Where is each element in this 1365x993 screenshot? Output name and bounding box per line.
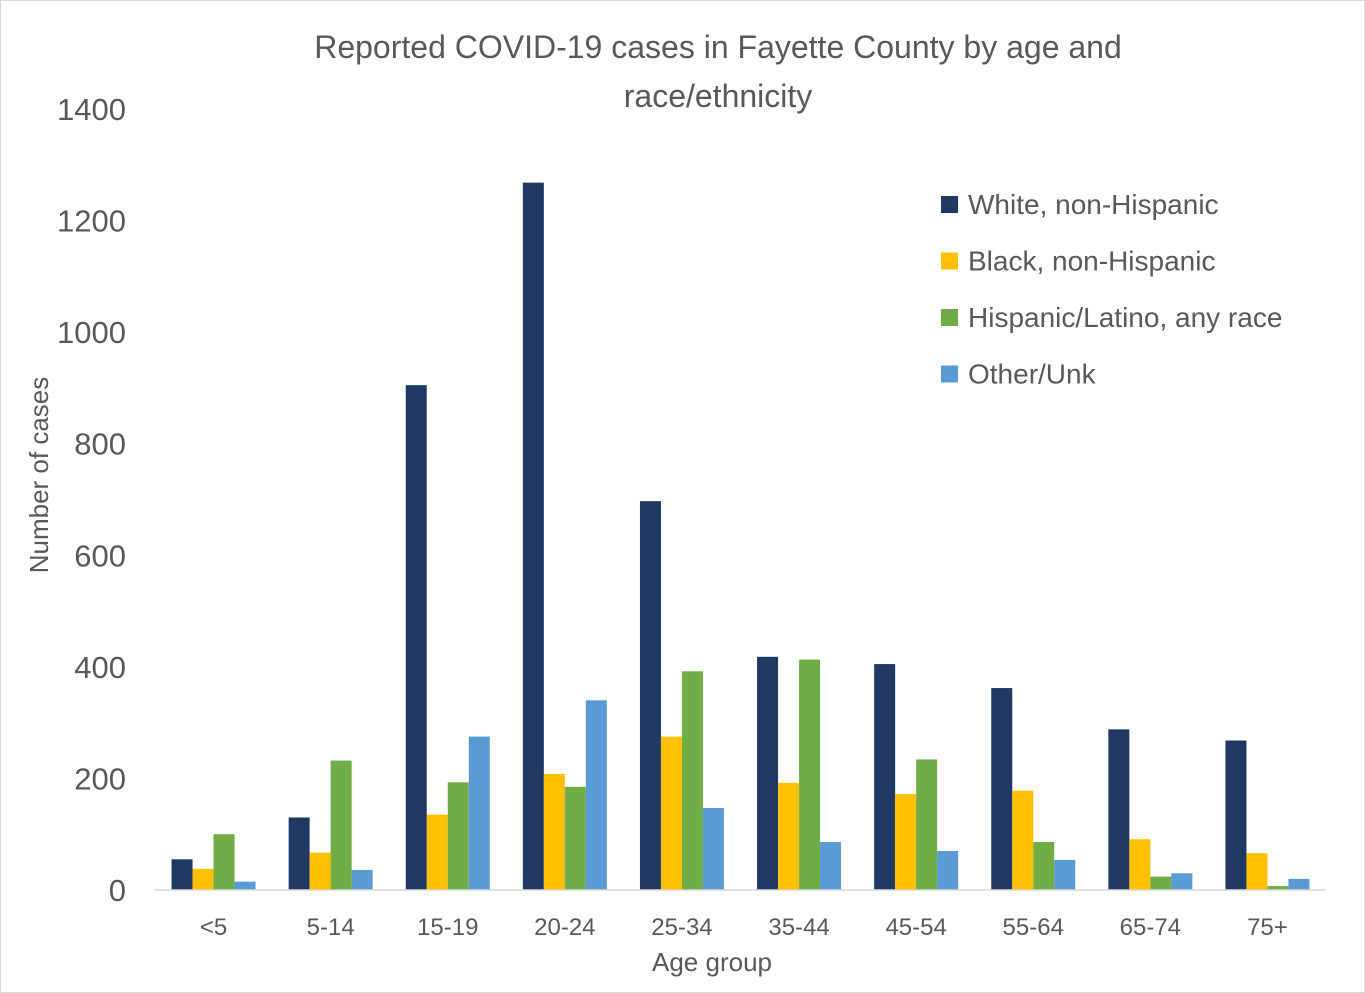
y-tick-label: 1200 (57, 204, 126, 239)
legend-swatch (941, 365, 958, 383)
bar-1-10 (1225, 740, 1247, 890)
bar-2-5 (660, 736, 682, 890)
x-axis-ticks: <5 5-14 15-19 20-24 25-34 35-44 45-54 55-64 65-7… (200, 914, 1288, 941)
legend-label: Other/Unk (968, 359, 1097, 390)
y-tick-label: 200 (74, 761, 126, 796)
y-tick-label: 1400 (57, 92, 126, 127)
x-tick-label: 75+ (1247, 914, 1288, 941)
bar-1-3 (405, 385, 427, 890)
bar-2-7 (895, 794, 917, 890)
bar-2-9 (1129, 839, 1151, 890)
bar-1-5 (639, 501, 661, 890)
bar-4-5 (702, 807, 724, 890)
legend-swatch (941, 309, 958, 326)
bar-2-8 (1012, 790, 1034, 890)
bar-3-2 (330, 760, 352, 890)
bar-3-5 (681, 671, 703, 890)
bar-1-6 (757, 656, 779, 890)
bar-3-9 (1150, 876, 1172, 890)
bar-3-10 (1267, 886, 1289, 890)
bar-3-3 (447, 782, 469, 890)
x-axis-label: Age group (652, 947, 772, 977)
bar-4-9 (1171, 873, 1193, 890)
legend-swatch (941, 252, 958, 270)
bar-2-1 (192, 868, 214, 890)
bar-1-2 (288, 817, 310, 890)
bar-2-3 (426, 814, 448, 890)
x-tick-label: <5 (200, 914, 227, 941)
bar-1-9 (1108, 729, 1130, 890)
bar-2-10 (1246, 853, 1268, 890)
bar-3-1 (213, 834, 235, 890)
bar-2-2 (309, 852, 331, 890)
y-axis-label: Number of cases (24, 377, 54, 574)
bar-4-3 (468, 736, 490, 890)
y-tick-label: 400 (74, 650, 126, 685)
bar-3-4 (564, 786, 586, 890)
x-tick-label: 65-74 (1120, 914, 1181, 941)
y-tick-label: 0 (109, 873, 126, 908)
bar-4-4 (585, 700, 607, 890)
bar-2-6 (778, 782, 800, 890)
legend-label: Hispanic/Latino, any race (968, 302, 1282, 333)
bar-4-2 (351, 869, 373, 890)
y-tick-label: 800 (74, 427, 126, 462)
legend-label: White, non-Hispanic (968, 189, 1219, 220)
y-axis-ticks: 0 200 400 600 800 1000 1200 1400 (57, 92, 126, 908)
bar-4-10 (1288, 878, 1310, 890)
legend-label: Black, non-Hispanic (968, 246, 1215, 277)
x-tick-label: 5-14 (307, 914, 355, 941)
x-tick-label: 35-44 (768, 914, 829, 941)
bar-4-6 (820, 842, 842, 890)
legend: White, non-Hispanic Black, non-Hispanic Hi… (941, 189, 1282, 390)
x-tick-label: 55-64 (1003, 914, 1064, 941)
bar-2-4 (543, 773, 565, 890)
x-tick-label: 45-54 (885, 914, 946, 941)
bar-4-7 (937, 850, 959, 890)
chart-title-line-2: race/ethnicity (624, 78, 813, 114)
bar-1-8 (991, 688, 1013, 890)
bars (171, 182, 1310, 890)
bar-1-7 (874, 664, 896, 890)
bar-1-1 (171, 859, 193, 890)
bar-3-7 (916, 759, 938, 890)
bar-4-8 (1054, 859, 1076, 890)
y-tick-label: 1000 (57, 315, 126, 350)
bar-1-4 (522, 182, 544, 890)
x-tick-label: 15-19 (417, 914, 478, 941)
bar-3-6 (799, 659, 821, 890)
x-tick-label: 20-24 (534, 914, 595, 941)
bar-4-1 (234, 881, 256, 890)
bar-3-8 (1033, 842, 1055, 890)
chart-title-line-1: Reported COVID-19 cases in Fayette Count… (314, 29, 1122, 65)
x-tick-label: 25-34 (651, 914, 712, 941)
y-tick-label: 600 (74, 538, 126, 573)
legend-swatch (941, 196, 958, 213)
